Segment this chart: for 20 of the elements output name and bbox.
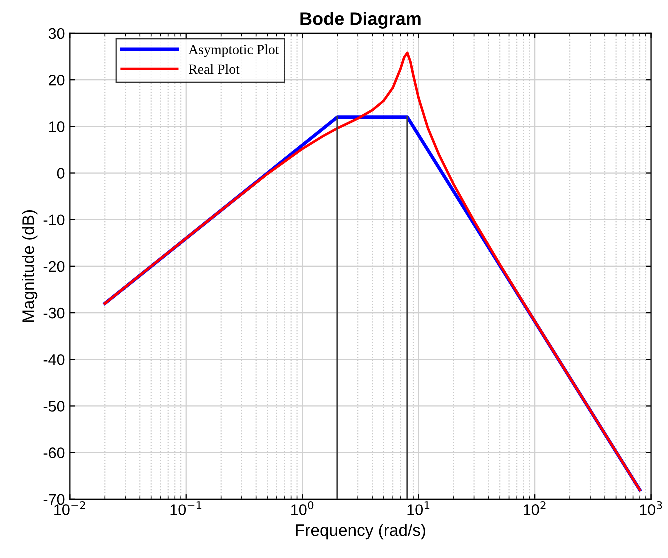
x-axis-title: Frequency (rad/s)	[296, 524, 426, 540]
legend-label: Real Plot	[189, 64, 240, 74]
y-tick-label: 10	[49, 122, 65, 132]
chart-title: Bode Diagram	[300, 12, 421, 29]
x-tick-label: 10$^{3}$	[640, 501, 662, 516]
y-tick-label: -10	[44, 214, 65, 226]
y-tick-label: 20	[49, 74, 65, 86]
legend-label: Asymptotic Plot	[188, 44, 280, 58]
x-tick-label: 10$^{2}$	[524, 501, 546, 516]
x-tick-label: 10$^{−1}$	[170, 502, 202, 516]
y-tick-label: -20	[44, 261, 65, 272]
y-tick-label: -50	[44, 401, 65, 412]
x-tick-label: 10$^{0}$	[292, 501, 314, 516]
y-tick-label: 0	[57, 168, 65, 179]
y-tick-label: 30	[48, 28, 65, 40]
y-tick-label: -60	[44, 448, 65, 459]
x-tick-label: 10$^{1}$	[408, 502, 430, 516]
y-tick-label: -30	[44, 308, 65, 319]
y-axis-title: Magnitude (dB)	[22, 210, 38, 322]
y-tick-label: -40	[44, 354, 65, 366]
